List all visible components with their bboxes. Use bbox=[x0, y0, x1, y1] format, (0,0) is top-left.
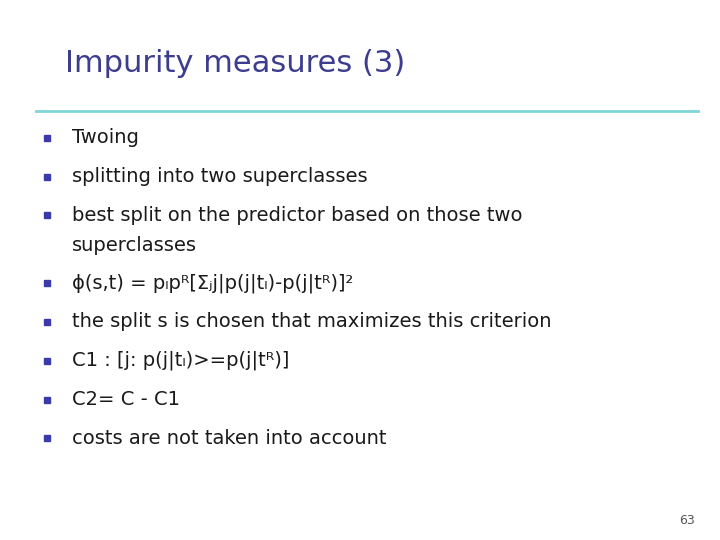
Text: C1 : [j: p(j|tₗ)>=p(j|tᴿ)]: C1 : [j: p(j|tₗ)>=p(j|tᴿ)] bbox=[72, 351, 289, 370]
Text: the split s is chosen that maximizes this criterion: the split s is chosen that maximizes thi… bbox=[72, 312, 552, 332]
Text: best split on the predictor based on those two: best split on the predictor based on tho… bbox=[72, 206, 523, 225]
Text: C2= C - C1: C2= C - C1 bbox=[72, 390, 180, 409]
Text: 63: 63 bbox=[679, 514, 695, 526]
Text: ϕ(s,t) = pₗpᴿ[Σⱼj|p(j|tₗ)-p(j|tᴿ)]²: ϕ(s,t) = pₗpᴿ[Σⱼj|p(j|tₗ)-p(j|tᴿ)]² bbox=[72, 273, 354, 293]
Text: costs are not taken into account: costs are not taken into account bbox=[72, 429, 387, 448]
Text: Twoing: Twoing bbox=[72, 128, 139, 147]
Text: superclasses: superclasses bbox=[72, 235, 197, 255]
Text: splitting into two superclasses: splitting into two superclasses bbox=[72, 167, 368, 186]
Text: Impurity measures (3): Impurity measures (3) bbox=[65, 49, 405, 78]
